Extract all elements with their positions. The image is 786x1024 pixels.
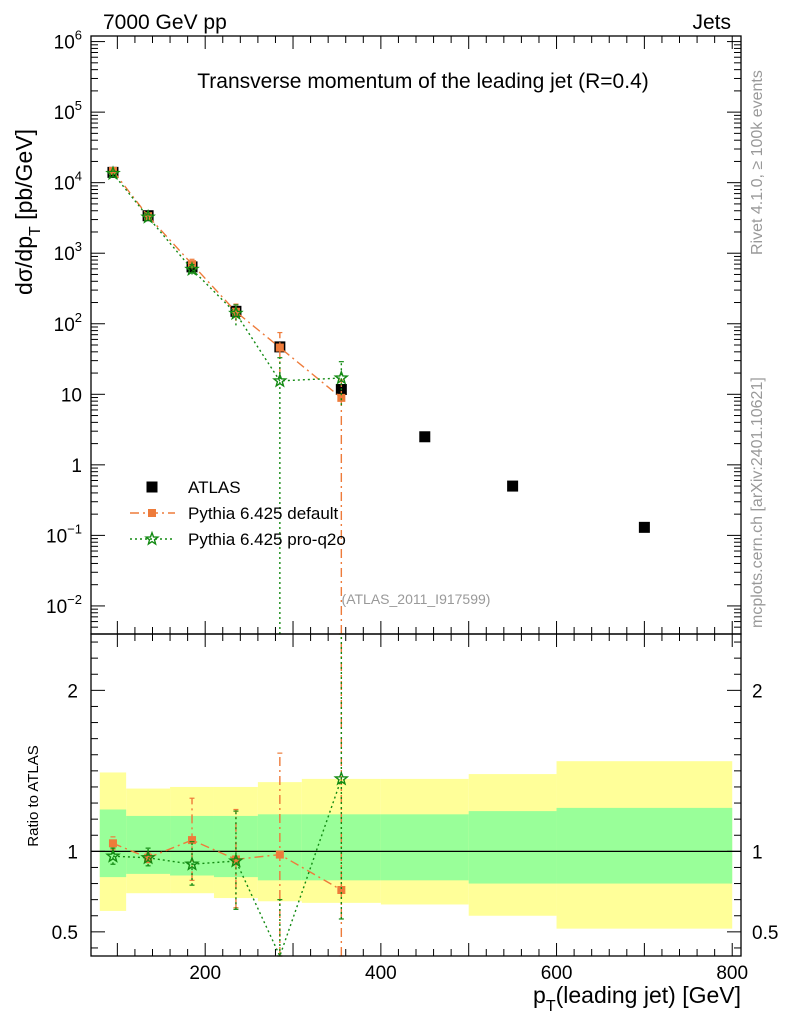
data-point [507, 480, 519, 492]
x-tick-label: 600 [541, 963, 573, 984]
legend-marker [144, 530, 160, 546]
data-point [337, 393, 346, 402]
y-tick-label: 1 [71, 456, 82, 477]
ratio-data-point [333, 770, 350, 786]
ratio-data-point [108, 839, 117, 848]
main-chart-title: Transverse momentum of the leading jet (… [197, 70, 649, 93]
ratio-data-point [337, 885, 346, 894]
y-tick-label: 106 [54, 28, 82, 54]
x-tick-label: 200 [189, 963, 221, 984]
ratio-data-point [105, 848, 121, 863]
y-tick-label: 102 [54, 310, 82, 336]
x-tick-label: 800 [716, 963, 748, 984]
ratio-data-point [228, 852, 244, 868]
main-panel: 10−2 10−1 1 10 102 103 104 105 106 dσ/dpT [pb/GeV… [11, 28, 742, 635]
legend-label: Pythia 6.425 default [188, 504, 339, 523]
ratio-data-point [184, 855, 200, 871]
uncertainty-band-inner [380, 814, 469, 881]
x-tick-label: 400 [365, 963, 397, 984]
ratio-y-tick-label: 2 [752, 681, 763, 702]
y-tick-label: 104 [54, 169, 82, 195]
uncertainty-band-inner [556, 807, 733, 884]
ratio-series-line [112, 839, 342, 891]
data-point [272, 372, 288, 388]
data-point [105, 165, 121, 181]
data-point [419, 431, 431, 443]
ratio-y-tick-label: 1 [752, 842, 763, 863]
legend-label: ATLAS [188, 478, 241, 497]
data-point [184, 261, 200, 277]
ratio-series-line [112, 778, 342, 958]
ratio-y-axis-label: Ratio to ATLAS [25, 745, 42, 846]
ratio-y-tick-label: 0.5 [752, 923, 778, 944]
ratio-data-point [231, 855, 240, 864]
side-label-upper: Rivet 4.1.0, ≥ 100k events [749, 70, 766, 255]
ratio-frame [90, 633, 742, 957]
legend-label: Pythia 6.425 pro-q2o [188, 530, 346, 549]
data-point [228, 305, 244, 321]
legend-marker [148, 509, 156, 517]
series-line [112, 173, 342, 382]
header-left: 7000 GeV pp [103, 11, 227, 34]
legend-marker [146, 481, 158, 493]
ratio-data-point [275, 850, 284, 859]
y-tick-label: 10 [61, 385, 82, 406]
ratio-y-tick-label: 1 [67, 842, 78, 863]
ratio-data-point [140, 849, 156, 865]
ratio-data-point [188, 836, 197, 845]
data-point [333, 369, 350, 385]
reference-label: (ATLAS_2011_I917599) [342, 591, 491, 607]
main-y-axis-label: dσ/dpT [pb/GeV] [11, 129, 44, 295]
y-tick-label: 105 [54, 98, 82, 124]
header-right: Jets [692, 11, 731, 34]
y-tick-label: 10−1 [46, 521, 82, 547]
data-point [140, 208, 156, 224]
side-label-lower: mcplots.cern.ch [arXiv:2401.10621] [749, 377, 766, 628]
y-tick-label: 10−2 [46, 592, 82, 618]
ratio-y-tick-label: 0.5 [52, 923, 78, 944]
data-point [275, 343, 284, 352]
data-point [638, 521, 650, 533]
x-axis-label: pT(leading jet) [GeV] [533, 982, 741, 1015]
uncertainty-band-inner [468, 811, 557, 884]
ratio-y-tick-label: 2 [67, 681, 78, 702]
series-line [112, 170, 342, 399]
data-point [231, 307, 240, 316]
y-tick-label: 103 [54, 239, 82, 265]
